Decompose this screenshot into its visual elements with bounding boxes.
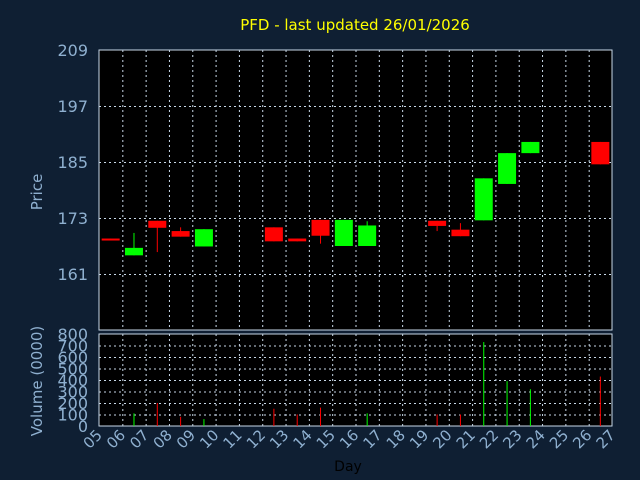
candle-body <box>334 219 353 246</box>
price-tick-label: 185 <box>57 153 88 172</box>
candle-body <box>288 238 307 242</box>
volume-tick-label: 400 <box>57 371 88 390</box>
price-axis-label: Price <box>28 174 46 211</box>
volume-tick-label: 800 <box>57 325 88 344</box>
candle-body <box>521 141 540 154</box>
price-tick-label: 197 <box>57 97 88 116</box>
chart-title: PFD - last updated 26/01/2026 <box>240 16 470 34</box>
price-tick-label: 173 <box>57 209 88 228</box>
volume-tick-label: 300 <box>57 383 88 402</box>
candle-body <box>124 247 143 256</box>
volume-tick-label: 0 <box>78 417 88 436</box>
price-tick-label: 209 <box>57 41 88 60</box>
x-axis: 0506070809101112131415161718192021222324… <box>80 426 619 452</box>
volume-tick-label: 100 <box>57 406 88 425</box>
candle-body <box>264 227 283 242</box>
volume-tick-label: 500 <box>57 360 88 379</box>
candle-body <box>498 153 517 184</box>
candle-body <box>194 229 213 247</box>
x-axis-label: Day <box>334 459 362 475</box>
volume-tick-label: 200 <box>57 394 88 413</box>
candle-body <box>148 220 167 228</box>
candle-body <box>101 238 120 241</box>
candle-body <box>451 229 470 237</box>
candle-body <box>591 141 610 165</box>
price-panel: 161 173 185 197 209 <box>57 41 613 331</box>
price-tick-label: 161 <box>57 265 88 284</box>
candle-body <box>358 225 377 246</box>
candle-body <box>171 231 190 237</box>
volume-tick-label: 700 <box>57 337 88 356</box>
volume-axis-label: Volume (0000) <box>28 326 46 436</box>
volume-tick-label: 600 <box>57 348 88 367</box>
candle-body <box>311 219 330 236</box>
candle-body <box>428 220 447 226</box>
candle-body <box>474 178 493 221</box>
